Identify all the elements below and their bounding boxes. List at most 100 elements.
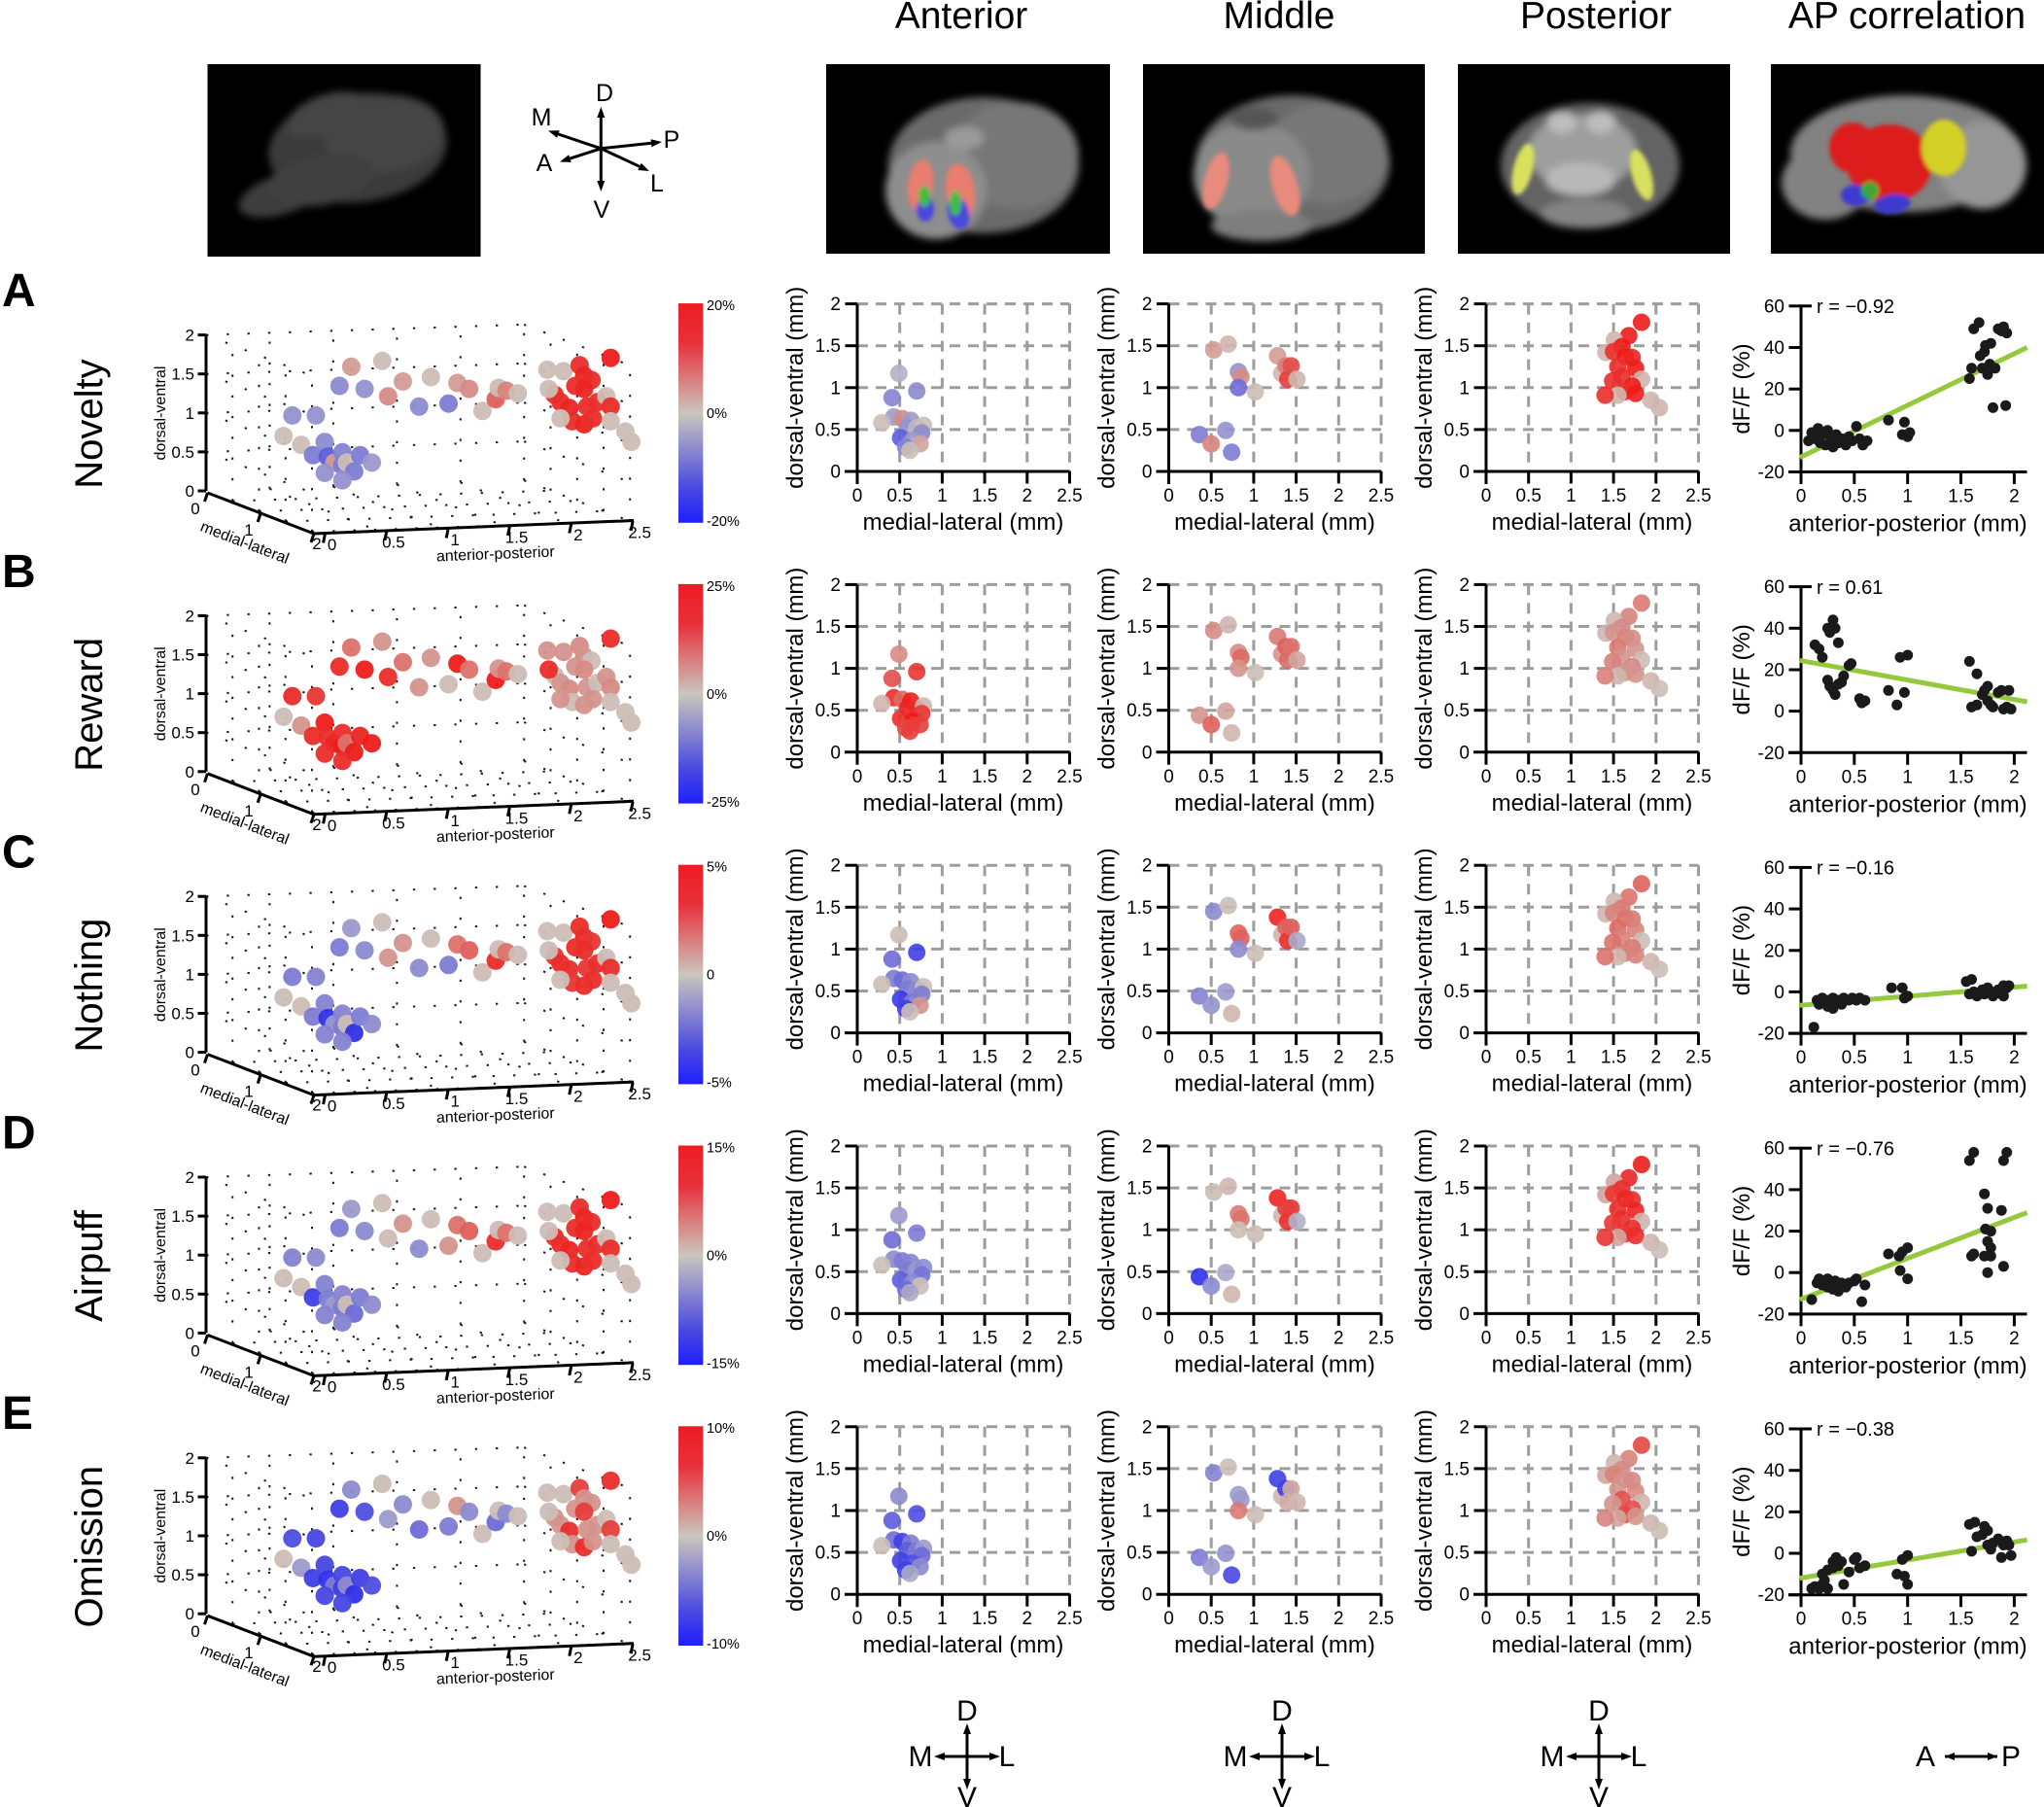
svg-text:0: 0 [1163,1609,1174,1629]
svg-text:A: A [537,150,553,177]
svg-text:60: 60 [1764,1139,1784,1160]
svg-text:-10%: -10% [707,1637,740,1652]
svg-text:2.5: 2.5 [1685,1328,1711,1348]
svg-text:0: 0 [1481,1609,1492,1629]
svg-text:1.5: 1.5 [1601,767,1626,787]
svg-text:0: 0 [1459,1304,1470,1325]
svg-text:P: P [664,126,680,154]
svg-text:2: 2 [1334,1609,1344,1629]
svg-text:0: 0 [1459,1585,1470,1606]
svg-text:dorsal-ventral (mm): dorsal-ventral (mm) [1411,848,1438,1050]
svg-text:E: E [2,1388,33,1440]
svg-text:0.5: 0.5 [1842,487,1867,507]
svg-text:0: 0 [186,1324,194,1342]
svg-text:-20: -20 [1758,1025,1784,1045]
svg-text:medial-lateral (mm): medial-lateral (mm) [863,1071,1064,1097]
svg-text:1: 1 [1249,1609,1260,1629]
svg-text:1: 1 [1459,659,1470,679]
svg-text:2: 2 [312,535,321,553]
svg-text:1: 1 [1142,1221,1153,1241]
svg-text:2: 2 [186,1449,194,1468]
svg-text:2.5: 2.5 [1685,486,1711,506]
svg-text:dorsal-ventral: dorsal-ventral [153,1208,169,1303]
svg-text:0: 0 [1163,1328,1174,1348]
svg-text:0.5: 0.5 [1126,1544,1152,1564]
svg-text:10%: 10% [707,1421,735,1437]
svg-text:2: 2 [573,1649,582,1667]
svg-text:2.5: 2.5 [1057,1328,1082,1348]
svg-text:1: 1 [937,1328,948,1348]
svg-text:2.5: 2.5 [628,1366,651,1384]
svg-text:-20: -20 [1758,1585,1784,1606]
svg-text:40: 40 [1764,1461,1784,1481]
svg-text:1: 1 [1142,940,1153,960]
svg-text:anterior-posterior: anterior-posterior [436,1105,556,1127]
svg-text:-15%: -15% [707,1356,740,1372]
svg-text:0.5: 0.5 [1444,982,1470,1002]
svg-text:0: 0 [1774,983,1784,1003]
svg-text:1: 1 [830,659,841,679]
svg-text:2: 2 [830,1137,841,1158]
svg-text:0.5: 0.5 [1444,1263,1470,1283]
svg-text:40: 40 [1764,1180,1784,1200]
svg-text:2.5: 2.5 [1368,767,1394,787]
svg-text:0: 0 [1796,487,1807,507]
svg-text:1.5: 1.5 [1283,1048,1308,1068]
svg-text:1: 1 [186,404,194,423]
svg-text:medial-lateral (mm): medial-lateral (mm) [863,1351,1064,1377]
svg-text:0: 0 [1796,767,1807,787]
svg-text:2: 2 [830,1417,841,1438]
svg-text:0.5: 0.5 [1198,767,1224,787]
svg-text:dorsal-ventral: dorsal-ventral [153,1489,169,1583]
svg-text:0: 0 [1142,463,1153,483]
svg-text:Omission: Omission [68,1466,111,1628]
svg-text:2: 2 [312,1376,321,1395]
svg-text:1: 1 [450,1373,459,1391]
svg-text:0: 0 [830,463,841,483]
svg-text:0%: 0% [707,1529,727,1545]
svg-text:1.5: 1.5 [972,486,997,506]
svg-text:2: 2 [830,856,841,877]
svg-text:0: 0 [1459,463,1470,483]
svg-text:-25%: -25% [707,795,740,811]
svg-text:0: 0 [191,1622,199,1641]
svg-text:dF/F (%): dF/F (%) [1729,1186,1755,1276]
svg-text:0.5: 0.5 [382,814,405,832]
svg-text:-20: -20 [1758,1304,1784,1325]
svg-text:M: M [1541,1741,1565,1773]
svg-text:D: D [956,1695,978,1727]
svg-text:dorsal-ventral (mm): dorsal-ventral (mm) [782,568,809,770]
svg-text:1.5: 1.5 [1948,767,1973,787]
svg-text:1.5: 1.5 [972,1609,997,1629]
svg-text:1.5: 1.5 [815,1179,841,1199]
svg-text:2: 2 [1459,1417,1470,1438]
svg-text:0.5: 0.5 [171,1566,194,1584]
svg-text:2.5: 2.5 [628,1085,651,1103]
svg-text:2: 2 [1651,1328,1662,1348]
svg-text:1: 1 [1459,1502,1470,1522]
svg-text:0.5: 0.5 [171,443,194,462]
svg-text:dorsal-ventral: dorsal-ventral [153,927,169,1022]
svg-text:dF/F (%): dF/F (%) [1729,1467,1755,1557]
svg-text:0: 0 [186,763,194,782]
svg-text:1.5: 1.5 [815,336,841,357]
svg-text:1: 1 [186,685,194,704]
svg-text:0: 0 [1796,1329,1807,1349]
svg-text:1.5: 1.5 [972,1328,997,1348]
svg-text:P: P [2001,1741,2021,1773]
svg-text:Novelty: Novelty [68,359,111,488]
svg-text:60: 60 [1764,1420,1784,1441]
svg-text:2.5: 2.5 [1685,767,1711,787]
svg-text:A: A [2,265,36,317]
svg-text:1: 1 [830,1221,841,1241]
svg-text:dorsal-ventral (mm): dorsal-ventral (mm) [782,1129,809,1331]
svg-text:0%: 0% [707,406,727,422]
svg-text:0: 0 [830,1024,841,1044]
svg-text:1.5: 1.5 [505,1651,529,1670]
svg-text:20: 20 [1764,1222,1784,1242]
svg-text:anterior-posterior: anterior-posterior [436,824,556,846]
svg-text:2.5: 2.5 [628,1647,651,1665]
svg-text:1: 1 [830,1502,841,1522]
svg-text:2: 2 [312,1096,321,1115]
svg-text:2: 2 [2009,1329,2020,1349]
